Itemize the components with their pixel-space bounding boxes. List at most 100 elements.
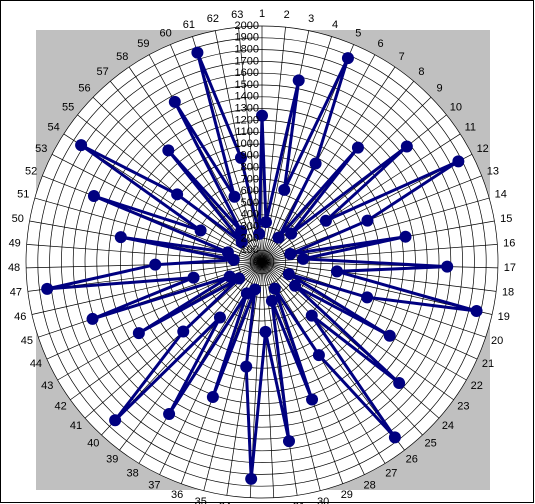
category-label: 42	[55, 401, 67, 413]
data-marker	[383, 329, 396, 342]
data-marker	[109, 414, 122, 427]
y-tick-label: 900	[241, 150, 259, 162]
data-marker	[245, 472, 258, 485]
data-marker	[240, 287, 253, 300]
data-marker	[177, 325, 190, 338]
data-marker	[319, 214, 332, 227]
data-marker	[233, 272, 246, 285]
category-label: 10	[450, 101, 462, 113]
data-marker	[75, 139, 88, 152]
data-marker	[259, 216, 272, 229]
category-label: 2	[284, 9, 290, 21]
category-label: 44	[30, 358, 42, 370]
category-label: 11	[465, 121, 476, 133]
category-label: 55	[62, 101, 74, 113]
category-label: 39	[106, 454, 118, 466]
data-marker	[213, 311, 226, 324]
y-tick-label: 1900	[235, 32, 259, 44]
category-label: 51	[17, 189, 29, 201]
data-marker	[400, 140, 413, 153]
spoke	[261, 261, 497, 292]
data-marker	[235, 225, 248, 238]
data-marker	[292, 74, 305, 87]
data-marker	[162, 144, 175, 157]
y-tick-label: 200	[241, 232, 259, 244]
data-marker	[388, 431, 401, 444]
category-label: 15	[500, 213, 512, 225]
category-label: 13	[487, 165, 499, 177]
category-label: 29	[341, 489, 353, 501]
category-label: 9	[436, 83, 442, 95]
spoke	[170, 44, 263, 263]
y-tick-label: 2000	[235, 20, 259, 32]
category-label: 6	[378, 38, 384, 50]
category-label: 16	[503, 237, 515, 249]
data-marker	[278, 183, 291, 196]
category-label: 63	[231, 9, 243, 21]
y-tick-label: 1400	[235, 91, 259, 103]
data-marker	[305, 309, 318, 322]
data-marker	[168, 95, 181, 108]
data-marker	[393, 377, 406, 390]
data-marker	[399, 230, 412, 243]
category-label: 53	[35, 143, 47, 155]
category-label: 18	[502, 287, 514, 299]
category-label: 59	[137, 38, 149, 50]
category-label: 28	[363, 479, 375, 491]
category-label: 38	[127, 468, 139, 480]
data-marker	[234, 151, 247, 164]
data-marker	[284, 248, 297, 261]
data-marker	[87, 190, 100, 203]
y-tick-label: 1600	[235, 67, 259, 79]
y-tick-label: 1800	[235, 44, 259, 56]
category-label: 12	[477, 143, 489, 155]
data-marker	[223, 270, 236, 283]
y-tick-label: 1500	[235, 79, 259, 91]
data-marker	[289, 279, 302, 292]
spoke	[31, 261, 263, 315]
data-marker	[86, 312, 99, 325]
category-label: 54	[48, 121, 60, 133]
category-label: 36	[171, 489, 183, 501]
category-label: 57	[96, 66, 108, 78]
y-tick-label: 1100	[235, 126, 259, 138]
category-label: 21	[482, 358, 494, 370]
category-label: 60	[160, 27, 172, 39]
data-marker	[361, 291, 374, 304]
category-label: 14	[495, 189, 507, 201]
category-label: 61	[183, 19, 195, 31]
y-tick-label: 1200	[235, 114, 259, 126]
data-marker	[191, 46, 204, 59]
spoke	[214, 30, 263, 263]
category-label: 35	[195, 496, 207, 504]
category-label: 19	[498, 311, 510, 323]
spoke	[119, 261, 263, 451]
data-marker	[306, 393, 319, 406]
y-tick-label: 700	[241, 173, 259, 185]
y-tick-label: 1000	[235, 138, 259, 150]
series-line	[46, 52, 478, 480]
data-marker	[132, 327, 145, 340]
y-tick-label: 1700	[235, 55, 259, 67]
data-marker	[114, 231, 127, 244]
spoke	[261, 36, 332, 263]
spoke	[261, 261, 386, 464]
category-label: 24	[442, 420, 454, 432]
data-marker	[240, 360, 253, 373]
category-label: 22	[471, 380, 483, 392]
spoke	[261, 261, 423, 436]
data-marker	[194, 224, 207, 237]
spoke	[26, 261, 263, 269]
y-tick-label: 1300	[235, 103, 259, 115]
category-label: 27	[385, 468, 397, 480]
category-label: 43	[41, 380, 53, 392]
data-marker	[206, 390, 219, 403]
category-label: 49	[9, 237, 21, 249]
data-marker	[309, 157, 322, 170]
data-marker	[282, 435, 295, 448]
data-marker	[259, 325, 272, 338]
spoke	[51, 154, 263, 263]
spoke	[77, 114, 263, 263]
data-marker	[163, 408, 176, 421]
